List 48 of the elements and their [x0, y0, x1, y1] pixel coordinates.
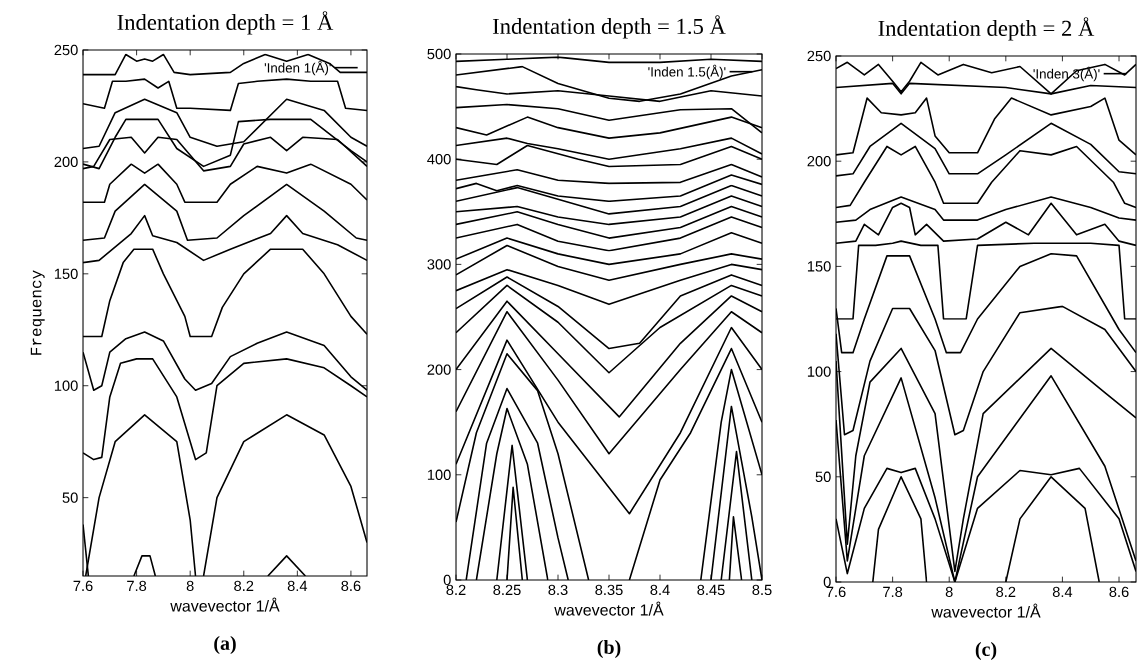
y-tick-label: 500 [427, 48, 451, 60]
x-axis-title: wavevector 1/Å [931, 603, 1041, 618]
x-tick-label: 8.6 [1109, 586, 1129, 598]
y-tick-label: 200 [427, 364, 451, 375]
x-tick-label: 8.25 [493, 584, 521, 596]
x-tick-label: 8.4 [1052, 586, 1073, 598]
x-tick-label: 8.35 [595, 584, 623, 596]
y-tick-label: 300 [427, 259, 451, 270]
x-tick-label: 7.8 [883, 586, 903, 598]
y-tick-label: 150 [807, 261, 831, 272]
y-axis-title: Frequency [30, 270, 45, 355]
chart-title: Indentation depth = 2 Å [878, 17, 1095, 41]
y-tick-label: 100 [807, 366, 831, 377]
x-tick-label: 8.5 [752, 584, 772, 596]
x-tick-label: 8.3 [548, 584, 568, 596]
y-tick-label: 150 [54, 268, 78, 280]
x-axis-title: wavevector 1/Å [170, 597, 280, 612]
x-tick-label: 8 [186, 580, 194, 592]
text: (b) [597, 639, 621, 659]
text: (a) [214, 635, 236, 655]
x-tick-label: 8.4 [650, 584, 670, 596]
text: (c) [975, 641, 997, 661]
x-tick-label: 8.2 [234, 580, 254, 592]
x-tick-label: 7.8 [127, 580, 147, 592]
chart-title: Indentation depth = 1.5 Å [492, 15, 726, 39]
x-tick-label: 8.45 [697, 584, 725, 596]
y-tick-label: 400 [427, 154, 451, 165]
legend-label: 'Inden 1.5(Å)' [648, 64, 726, 80]
x-tick-label: 8.2 [446, 584, 466, 596]
y-tick-label: 200 [807, 156, 831, 167]
chart-title: Indentation depth = 1 Å [117, 11, 334, 35]
x-tick-label: 7.6 [826, 586, 846, 598]
y-tick-label: 250 [54, 44, 78, 56]
y-tick-label: 250 [807, 50, 831, 62]
y-tick-label: 100 [54, 380, 78, 391]
x-tick-label: 8.6 [341, 580, 361, 592]
x-tick-label: 8 [945, 586, 953, 598]
y-tick-label: 50 [62, 492, 78, 503]
legend-label: 'Inden 1(Å)' [264, 60, 331, 76]
y-tick-label: 0 [823, 576, 831, 588]
x-tick-label: 7.6 [73, 580, 93, 592]
y-tick-label: 50 [815, 471, 831, 482]
x-axis-title: wavevector 1/Å [554, 601, 664, 616]
y-tick-label: 200 [54, 156, 78, 168]
x-tick-label: 8.2 [996, 586, 1016, 598]
x-tick-label: 8.4 [287, 580, 308, 592]
y-tick-label: 0 [443, 574, 451, 586]
y-tick-label: 100 [427, 469, 451, 480]
